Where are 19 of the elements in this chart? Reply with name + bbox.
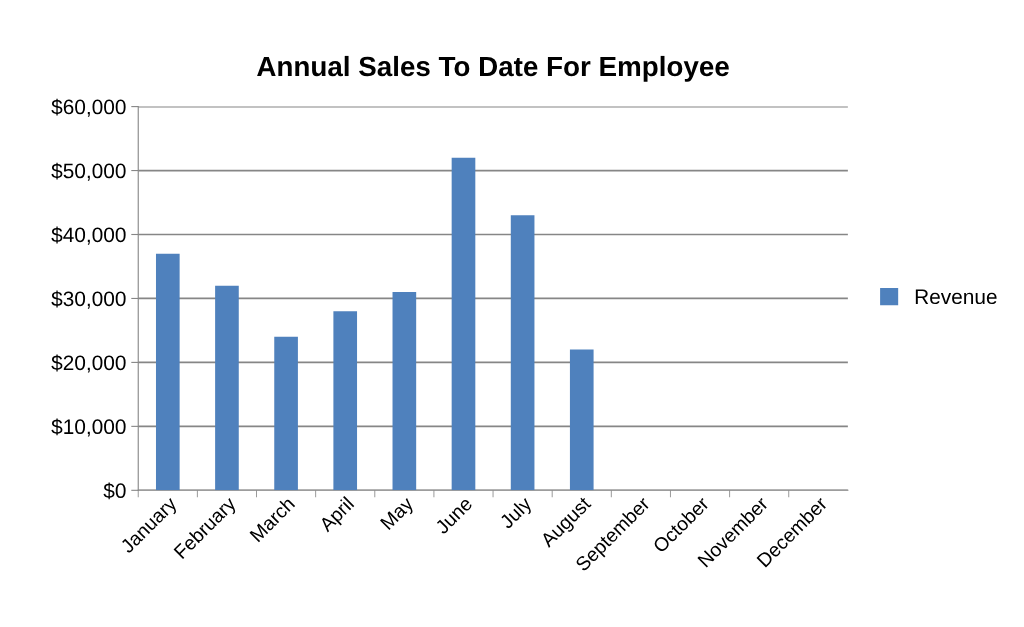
chart-title: Annual Sales To Date For Employee — [257, 55, 729, 82]
bar — [155, 253, 180, 491]
bar — [215, 285, 239, 491]
bar — [569, 349, 594, 491]
y-tick-label: $40,000 — [51, 226, 126, 245]
y-tick-label: $60,000 — [51, 98, 126, 117]
y-tick-label: $50,000 — [51, 162, 126, 181]
legend-label: Revenue — [915, 289, 997, 305]
bar — [274, 336, 298, 491]
x-tick-label: July — [498, 495, 536, 533]
y-tick-label: $0 — [103, 482, 126, 500]
x-tick-label: May — [380, 495, 418, 533]
bar — [451, 157, 476, 491]
bar — [510, 215, 535, 491]
y-tick-label: $20,000 — [51, 354, 126, 373]
bar — [392, 292, 417, 491]
y-tick-label: $10,000 — [51, 418, 126, 437]
bar — [333, 311, 358, 491]
y-tick-label: $30,000 — [51, 290, 126, 309]
